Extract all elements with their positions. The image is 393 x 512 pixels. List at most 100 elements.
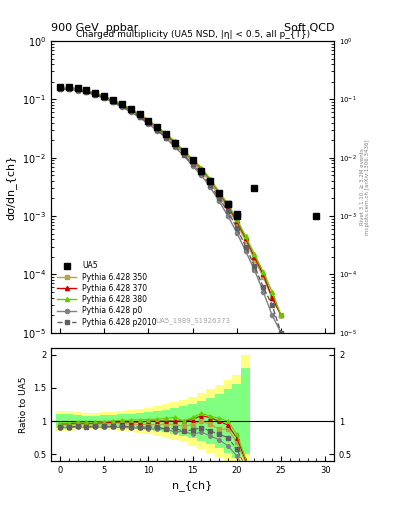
- Pythia 6.428 370: [235, 218, 239, 224]
- Pythia 6.428 370: [190, 157, 195, 163]
- Pythia 6.428 350: [235, 220, 239, 226]
- Y-axis label: Rivet 3.1.10, ≥ 3.2M events
mcplots.cern.ch [arXiv:1306.3436]: Rivet 3.1.10, ≥ 3.2M events mcplots.cern…: [360, 139, 371, 234]
- Pythia 6.428 p2010: [146, 120, 151, 126]
- Pythia 6.428 p2010: [93, 92, 98, 98]
- Pythia 6.428 p2010: [66, 86, 71, 92]
- X-axis label: n_{ch}: n_{ch}: [173, 480, 213, 491]
- Pythia 6.428 p0: [226, 213, 230, 219]
- Pythia 6.428 370: [119, 101, 124, 108]
- Pythia 6.428 p0: [208, 184, 213, 190]
- Pythia 6.428 370: [226, 203, 230, 209]
- Pythia 6.428 370: [217, 190, 222, 196]
- Pythia 6.428 380: [173, 138, 177, 144]
- Y-axis label: Ratio to UA5: Ratio to UA5: [18, 376, 28, 433]
- Line: Pythia 6.428 370: Pythia 6.428 370: [58, 86, 283, 317]
- UA5: [84, 87, 89, 93]
- UA5: [129, 106, 133, 112]
- Pythia 6.428 350: [261, 274, 266, 280]
- UA5: [155, 124, 160, 131]
- UA5: [111, 97, 116, 103]
- UA5: [235, 210, 239, 217]
- Pythia 6.428 350: [102, 94, 107, 100]
- Pythia 6.428 p0: [217, 198, 222, 204]
- Pythia 6.428 p2010: [217, 196, 222, 202]
- UA5: [199, 167, 204, 174]
- Pythia 6.428 370: [129, 106, 133, 113]
- Pythia 6.428 p2010: [252, 263, 257, 269]
- Pythia 6.428 380: [102, 93, 107, 99]
- Pythia 6.428 350: [270, 294, 275, 301]
- Pythia 6.428 p2010: [235, 225, 239, 231]
- Pythia 6.428 370: [75, 86, 80, 92]
- Line: UA5: UA5: [57, 84, 240, 217]
- Pythia 6.428 p2010: [111, 99, 116, 105]
- Pythia 6.428 p0: [164, 135, 169, 141]
- Pythia 6.428 380: [58, 84, 62, 91]
- UA5: [58, 83, 62, 90]
- Pythia 6.428 350: [208, 179, 213, 185]
- Line: Pythia 6.428 p2010: Pythia 6.428 p2010: [58, 87, 283, 335]
- UA5: [137, 112, 142, 118]
- Pythia 6.428 p0: [199, 172, 204, 178]
- Pythia 6.428 380: [164, 131, 169, 137]
- Pythia 6.428 p0: [58, 87, 62, 93]
- Pythia 6.428 p0: [102, 95, 107, 101]
- Pythia 6.428 350: [58, 85, 62, 91]
- Pythia 6.428 p0: [119, 104, 124, 110]
- Pythia 6.428 p0: [137, 114, 142, 120]
- Pythia 6.428 p0: [146, 121, 151, 127]
- Pythia 6.428 380: [119, 101, 124, 107]
- Pythia 6.428 p2010: [75, 87, 80, 93]
- Pythia 6.428 370: [58, 84, 62, 91]
- Pythia 6.428 p0: [155, 127, 160, 134]
- Pythia 6.428 p0: [84, 90, 89, 96]
- Title: Charged multiplicity (UA5 NSD, |η| < 0.5, all p_{T}): Charged multiplicity (UA5 NSD, |η| < 0.5…: [75, 30, 310, 39]
- Pythia 6.428 350: [146, 119, 151, 125]
- Pythia 6.428 370: [164, 132, 169, 138]
- Pythia 6.428 p0: [129, 109, 133, 115]
- Pythia 6.428 370: [66, 84, 71, 91]
- Pythia 6.428 350: [243, 238, 248, 244]
- Pythia 6.428 p2010: [119, 103, 124, 110]
- Pythia 6.428 380: [111, 97, 116, 103]
- Pythia 6.428 p2010: [199, 170, 204, 177]
- UA5: [217, 190, 222, 196]
- Pythia 6.428 350: [173, 141, 177, 147]
- Pythia 6.428 380: [279, 312, 283, 318]
- Legend: UA5, Pythia 6.428 350, Pythia 6.428 370, Pythia 6.428 380, Pythia 6.428 p0, Pyth: UA5, Pythia 6.428 350, Pythia 6.428 370,…: [55, 259, 159, 329]
- Pythia 6.428 380: [252, 251, 257, 258]
- Pythia 6.428 p0: [190, 163, 195, 169]
- Pythia 6.428 370: [182, 148, 186, 154]
- UA5: [146, 118, 151, 124]
- Pythia 6.428 380: [199, 165, 204, 171]
- Pythia 6.428 350: [84, 88, 89, 94]
- Pythia 6.428 p2010: [155, 127, 160, 133]
- Line: Pythia 6.428 380: Pythia 6.428 380: [58, 86, 283, 317]
- Pythia 6.428 350: [155, 126, 160, 132]
- Pythia 6.428 370: [279, 312, 283, 318]
- Pythia 6.428 p2010: [261, 284, 266, 290]
- Pythia 6.428 p0: [261, 289, 266, 295]
- Pythia 6.428 380: [146, 117, 151, 123]
- Pythia 6.428 380: [93, 90, 98, 96]
- UA5: [93, 90, 98, 96]
- UA5: [75, 85, 80, 91]
- Pythia 6.428 370: [146, 118, 151, 124]
- Pythia 6.428 p0: [173, 144, 177, 151]
- Pythia 6.428 370: [111, 97, 116, 103]
- Pythia 6.428 p0: [252, 267, 257, 273]
- UA5: [66, 83, 71, 90]
- Pythia 6.428 p2010: [190, 161, 195, 167]
- Pythia 6.428 380: [66, 84, 71, 91]
- Pythia 6.428 p2010: [129, 109, 133, 115]
- Pythia 6.428 p0: [66, 87, 71, 93]
- Pythia 6.428 370: [252, 254, 257, 260]
- Pythia 6.428 p0: [235, 229, 239, 236]
- UA5: [226, 201, 230, 207]
- Pythia 6.428 p0: [243, 248, 248, 254]
- Pythia 6.428 370: [102, 93, 107, 99]
- Pythia 6.428 p0: [75, 88, 80, 94]
- Text: Soft QCD: Soft QCD: [284, 23, 334, 33]
- Pythia 6.428 380: [243, 233, 248, 240]
- Pythia 6.428 370: [261, 271, 266, 278]
